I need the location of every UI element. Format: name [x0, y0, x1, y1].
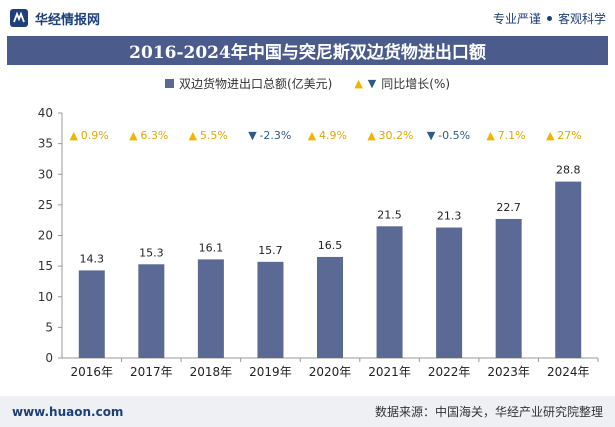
brand-logo-icon	[10, 9, 28, 27]
growth-label: 4.9%	[319, 129, 347, 142]
x-tick-label: 2022年	[428, 365, 471, 379]
footer: www.huaon.com 数据来源：中国海关，华经产业研究院整理	[0, 396, 615, 427]
y-tick-label: 20	[38, 229, 53, 243]
separator-dot-icon	[546, 15, 552, 21]
bar-4	[317, 256, 343, 358]
growth-label: 5.5%	[200, 129, 228, 142]
tagline-right: 客观科学	[557, 11, 606, 26]
bar-value-label: 21.3	[437, 210, 462, 223]
growth-label: 27%	[557, 129, 581, 142]
legend-growth-label: 同比增长(%)	[381, 76, 451, 91]
chart-legend: 双边货物进出口总额(亿美元) ▲ ▼ 同比增长(%)	[0, 73, 615, 93]
growth-label: -0.5%	[438, 129, 470, 142]
bar-7	[495, 218, 522, 358]
y-tick-label: 25	[38, 198, 53, 212]
brand-name: 华经情报网	[35, 12, 101, 28]
growth-label: 6.3%	[140, 129, 168, 142]
tagline-left: 专业严谨	[492, 11, 541, 26]
growth-label: 7.1%	[498, 129, 526, 142]
legend-item-series[interactable]: 双边货物进出口总额(亿美元)	[164, 75, 333, 92]
growth-label: -2.3%	[259, 129, 291, 142]
bar-6	[436, 227, 463, 358]
y-tick-label: 35	[38, 137, 53, 151]
bar-3	[257, 261, 284, 358]
x-tick-label: 2018年	[190, 365, 233, 379]
growth-label: 30.2%	[379, 129, 414, 142]
triangle-up-icon: ▲	[354, 76, 363, 90]
bar-8	[555, 181, 582, 358]
y-tick-label: 10	[38, 290, 53, 304]
growth-up-triangle: ▲	[367, 129, 376, 142]
bar-swatch-icon	[164, 78, 174, 88]
bar-value-label: 21.5	[377, 208, 402, 221]
bar-5	[376, 226, 403, 358]
x-tick-label: 2024年	[547, 365, 590, 379]
bar-value-label: 15.7	[258, 244, 283, 257]
bar-value-label: 22.7	[496, 201, 521, 214]
y-tick-label: 15	[38, 259, 53, 273]
growth-down-triangle: ▼	[248, 129, 257, 142]
x-tick-label: 2020年	[309, 365, 352, 379]
footer-site-link[interactable]: www.huaon.com	[12, 404, 124, 419]
legend-series-label: 双边货物进出口总额(亿美元)	[178, 76, 333, 91]
y-tick-label: 0	[45, 351, 53, 365]
y-tick-label: 30	[38, 167, 53, 181]
y-tick-label: 40	[38, 106, 53, 120]
brand[interactable]: 华经情报网	[9, 8, 100, 28]
bar-0	[78, 270, 105, 358]
growth-label: 0.9%	[81, 129, 109, 142]
growth-down-triangle: ▼	[427, 129, 436, 142]
top-bar: 华经情报网 专业严谨 客观科学	[0, 0, 615, 36]
x-tick-label: 2021年	[368, 365, 411, 379]
growth-up-triangle: ▲	[308, 129, 317, 142]
bar-value-label: 28.8	[556, 164, 581, 177]
growth-up-triangle: ▲	[546, 129, 555, 142]
bar-value-label: 16.1	[199, 241, 224, 254]
y-tick-label: 5	[45, 320, 53, 334]
x-tick-label: 2023年	[487, 365, 530, 379]
legend-item-growth[interactable]: ▲ ▼ 同比增长(%)	[354, 75, 450, 92]
x-tick-label: 2016年	[71, 365, 114, 379]
growth-up-triangle: ▲	[129, 129, 138, 142]
growth-up-triangle: ▲	[70, 129, 79, 142]
bar-2	[197, 259, 224, 358]
x-tick-label: 2017年	[130, 365, 173, 379]
growth-up-triangle: ▲	[486, 129, 495, 142]
growth-up-triangle: ▲	[189, 129, 198, 142]
bar-value-label: 14.3	[80, 252, 105, 265]
triangle-down-icon: ▼	[367, 76, 377, 90]
bar-value-label: 16.5	[318, 239, 343, 252]
bar-value-label: 15.3	[139, 246, 164, 259]
tagline: 专业严谨 客观科学	[493, 10, 606, 27]
x-tick-label: 2019年	[249, 365, 292, 379]
bar-1	[138, 264, 165, 358]
footer-source: 数据来源：中国海关，华经产业研究院整理	[374, 405, 603, 419]
chart-title: 2016-2024年中国与突尼斯双边货物进出口额	[7, 36, 608, 65]
